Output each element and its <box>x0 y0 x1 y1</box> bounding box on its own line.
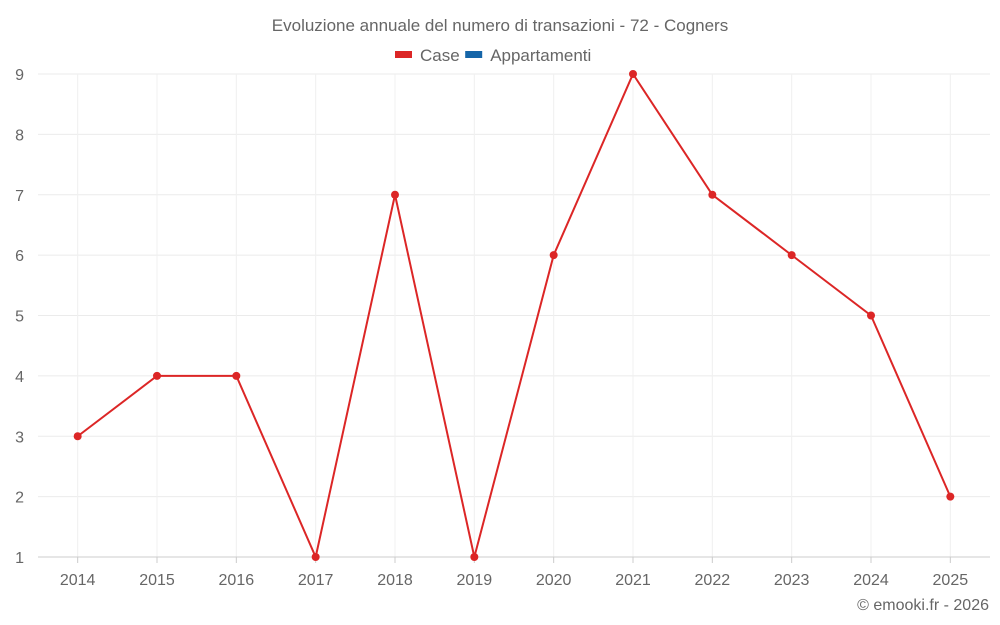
x-tick-label: 2015 <box>139 572 175 589</box>
data-point <box>549 251 558 260</box>
series-line-case <box>77 71 952 561</box>
y-tick-label: 3 <box>15 429 24 446</box>
data-point <box>391 190 399 199</box>
x-tick-label: 2025 <box>933 572 969 589</box>
grid <box>38 73 990 558</box>
x-tick-label: 2019 <box>457 572 493 589</box>
y-tick-label: 6 <box>15 248 24 265</box>
x-tick-label: 2017 <box>298 572 334 589</box>
y-tick-label: 2 <box>15 490 24 507</box>
data-point <box>153 371 161 380</box>
data-point <box>867 311 875 320</box>
legend: Case Appartamenti <box>395 46 591 65</box>
data-point <box>946 492 955 501</box>
data-point <box>787 251 796 260</box>
axes: 1 2 3 4 5 6 7 8 9 2014 2015 2016 2017 2018 2019 2020 202… <box>15 67 990 589</box>
y-tick-label: 7 <box>15 188 24 205</box>
legend-label: Appartamenti <box>490 46 591 65</box>
series-marks <box>73 70 955 561</box>
data-point <box>311 553 320 561</box>
x-tick-label: 2021 <box>615 572 651 589</box>
data-point <box>470 553 479 561</box>
legend-swatch <box>395 51 412 58</box>
y-tick-label: 8 <box>15 127 24 144</box>
chart-title: Evoluzione annuale del numero di transaz… <box>272 16 728 35</box>
y-tick-label: 1 <box>15 550 24 567</box>
data-point <box>232 371 241 380</box>
x-tick-label: 2014 <box>60 572 96 589</box>
x-tick-label: 2016 <box>219 572 255 589</box>
data-point <box>73 432 82 441</box>
data-point <box>629 70 637 78</box>
x-tick-label: 2020 <box>536 572 572 589</box>
credit-text: © emooki.fr - 2026 <box>857 597 989 614</box>
x-tick-label: 2022 <box>695 572 731 589</box>
data-point <box>708 190 717 199</box>
x-tick-label: 2024 <box>853 572 889 589</box>
y-tick-label: 9 <box>15 67 24 84</box>
y-tick-label: 4 <box>15 369 24 386</box>
legend-swatch <box>465 51 483 58</box>
y-tick-label: 5 <box>15 309 24 326</box>
x-tick-label: 2018 <box>377 572 413 589</box>
legend-label: Case <box>420 46 460 65</box>
x-tick-label: 2023 <box>774 572 810 589</box>
